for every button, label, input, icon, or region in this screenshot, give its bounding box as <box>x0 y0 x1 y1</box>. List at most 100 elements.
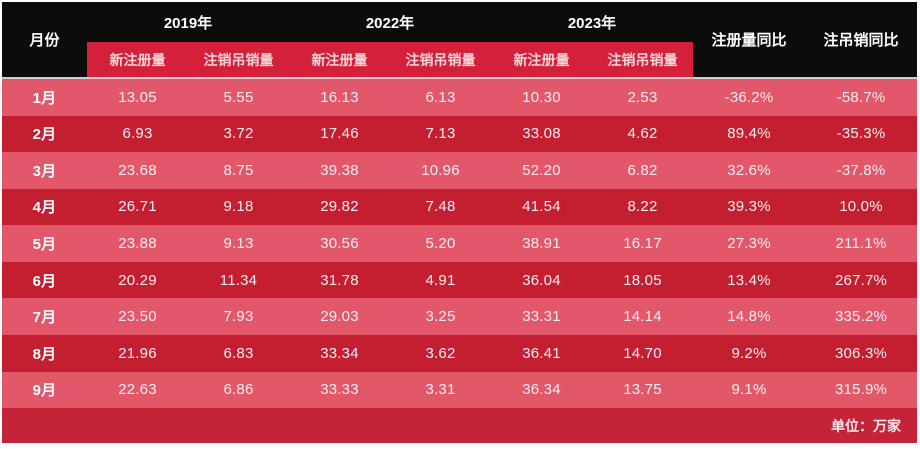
value-cell: 306.3% <box>834 344 888 362</box>
value-cell: 52.20 <box>522 161 561 179</box>
value-cell: 9.18 <box>223 198 254 216</box>
table-row: 3月 23.68 8.75 39.38 10.96 52.20 6.82 32.6% -37.8… <box>2 152 917 189</box>
value-cell: 36.41 <box>522 344 561 362</box>
value-cell: 9.13 <box>223 235 254 253</box>
subheader-2023-cancel: 注销吊销量 <box>592 42 693 77</box>
value-cell: 6.13 <box>425 88 456 106</box>
value-cell: 4.91 <box>425 271 456 289</box>
value-cell: 36.34 <box>522 381 561 399</box>
value-cell: 5.20 <box>425 235 456 253</box>
value-cell: 14.8% <box>727 308 771 326</box>
table-row: 5月 23.88 9.13 30.56 5.20 38.91 16.17 27.3% 211.1… <box>2 225 917 262</box>
month-cell: 1月 <box>32 89 57 107</box>
value-cell: 10.30 <box>522 88 561 106</box>
month-cell: 8月 <box>32 345 57 363</box>
yoy-deregistration-header: 注吊销同比 <box>823 32 899 49</box>
value-cell: 10.96 <box>421 161 460 179</box>
value-cell: 13.05 <box>118 88 157 106</box>
value-cell: 31.78 <box>320 271 359 289</box>
value-cell: 3.25 <box>425 308 456 326</box>
value-cell: 32.6% <box>727 161 771 179</box>
table-row: 4月 26.71 9.18 29.82 7.48 41.54 8.22 39.3% 10.0% <box>2 188 917 226</box>
value-cell: -37.8% <box>836 161 886 179</box>
year-group-2019: 2019年 <box>163 14 213 32</box>
value-cell: 7.48 <box>425 198 456 216</box>
year-group-2023: 2023年 <box>567 14 617 32</box>
value-cell: 3.62 <box>425 344 456 362</box>
value-cell: 6.86 <box>223 381 254 399</box>
value-cell: 8.22 <box>627 198 658 216</box>
table-row: 6月 20.29 11.34 31.78 4.91 36.04 18.05 13.4% 267.… <box>2 261 917 299</box>
value-cell: 29.82 <box>320 198 359 216</box>
subheader-2022-cancel: 注销吊销量 <box>390 42 491 77</box>
table-row: 9月 22.63 6.86 33.33 3.31 36.34 13.75 9.1% 315.9% <box>2 371 917 409</box>
value-cell: 89.4% <box>727 125 771 143</box>
value-cell: 9.1% <box>731 381 767 399</box>
table-header: 月份 2019年 2022年 2023年 注册量同比 注吊销同比 新注册量 注销… <box>2 2 917 77</box>
value-cell: 33.33 <box>320 381 359 399</box>
value-cell: 26.71 <box>118 198 157 216</box>
value-cell: 8.75 <box>223 161 254 179</box>
table-footer: 单位：万家 <box>2 408 917 443</box>
value-cell: 10.0% <box>839 198 883 216</box>
value-cell: -58.7% <box>836 88 886 106</box>
value-cell: 14.70 <box>623 344 662 362</box>
value-cell: 3.72 <box>223 125 254 143</box>
value-cell: 7.93 <box>223 308 254 326</box>
value-cell: 13.4% <box>727 271 771 289</box>
value-cell: 20.29 <box>118 271 157 289</box>
table-body: 1月 13.05 5.55 16.13 6.13 10.30 2.53 -36.2% -58.7… <box>2 79 917 409</box>
value-cell: 23.50 <box>118 308 157 326</box>
value-cell: 16.17 <box>623 235 662 253</box>
subheader-2022-new: 新注册量 <box>289 42 390 77</box>
value-cell: 267.7% <box>834 271 888 289</box>
value-cell: 6.93 <box>122 125 153 143</box>
value-cell: 22.63 <box>118 381 157 399</box>
value-cell: -35.3% <box>836 125 886 143</box>
value-cell: 11.34 <box>219 271 258 289</box>
value-cell: 38.91 <box>522 235 561 253</box>
table-row: 2月 6.93 3.72 17.46 7.13 33.08 4.62 89.4% -35.3% <box>2 115 917 153</box>
value-cell: 17.46 <box>320 125 359 143</box>
value-cell: 41.54 <box>522 198 561 216</box>
year-group-2022: 2022年 <box>365 14 415 32</box>
value-cell: 27.3% <box>727 235 771 253</box>
month-cell: 6月 <box>32 272 57 290</box>
month-cell: 4月 <box>32 199 57 217</box>
value-cell: 23.68 <box>118 161 157 179</box>
value-cell: 7.13 <box>425 125 456 143</box>
value-cell: 13.75 <box>623 381 662 399</box>
value-cell: 6.82 <box>627 161 658 179</box>
table-row: 1月 13.05 5.55 16.13 6.13 10.30 2.53 -36.2% -58.7… <box>2 79 917 116</box>
value-cell: 335.2% <box>834 308 888 326</box>
month-cell: 5月 <box>32 236 57 254</box>
value-cell: 16.13 <box>320 88 359 106</box>
value-cell: 36.04 <box>522 271 561 289</box>
value-cell: 2.53 <box>627 88 658 106</box>
month-cell: 3月 <box>32 162 57 180</box>
value-cell: 23.88 <box>118 235 157 253</box>
unit-note: 单位：万家 <box>831 417 901 434</box>
value-cell: 33.08 <box>522 125 561 143</box>
header-separator <box>2 77 917 79</box>
value-cell: 211.1% <box>835 235 887 253</box>
table-row: 7月 23.50 7.93 29.03 3.25 33.31 14.14 14.8% 335.2… <box>2 298 917 335</box>
subheader-2023-new: 新注册量 <box>491 42 592 77</box>
value-cell: 315.9% <box>834 381 888 399</box>
value-cell: 9.2% <box>731 344 767 362</box>
value-cell: 14.14 <box>623 308 662 326</box>
subheader-2019-cancel: 注销吊销量 <box>188 42 289 77</box>
value-cell: 4.62 <box>627 125 658 143</box>
month-column-header: 月份 <box>29 32 60 49</box>
value-cell: 6.83 <box>223 344 254 362</box>
value-cell: 29.03 <box>320 308 359 326</box>
value-cell: 18.05 <box>623 271 662 289</box>
value-cell: 33.34 <box>320 344 359 362</box>
month-cell: 9月 <box>32 382 57 400</box>
value-cell: 33.31 <box>522 308 561 326</box>
subheader-2019-new: 新注册量 <box>87 42 188 77</box>
yoy-registration-header: 注册量同比 <box>711 32 787 49</box>
table-row: 8月 21.96 6.83 33.34 3.62 36.41 14.70 9.2% 306.3% <box>2 334 917 372</box>
value-cell: 5.55 <box>223 88 254 106</box>
value-cell: 39.3% <box>727 198 771 216</box>
